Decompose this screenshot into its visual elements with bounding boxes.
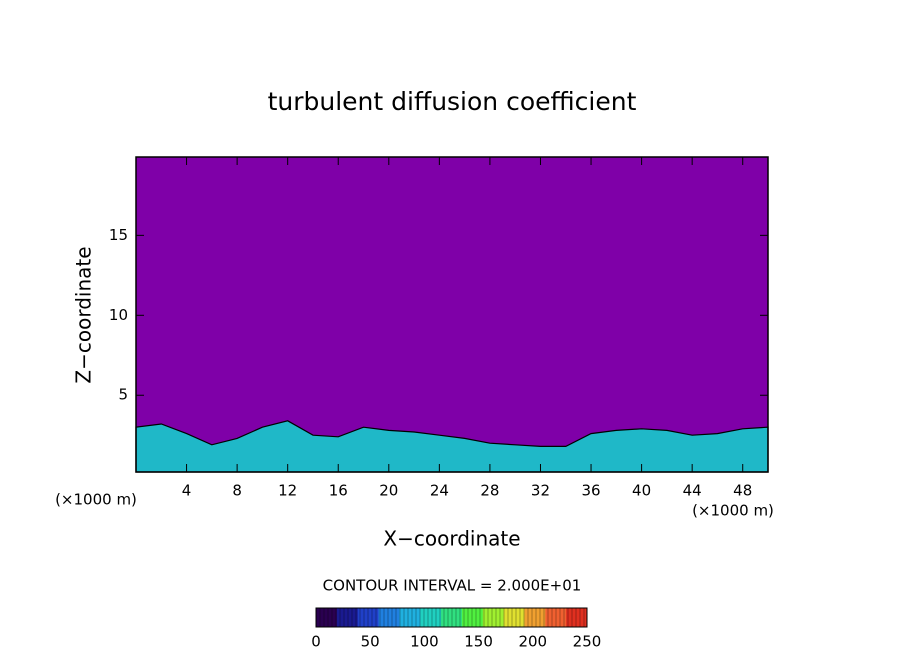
y-tick-label: 15 bbox=[109, 226, 128, 244]
colorbar-frame bbox=[315, 607, 588, 628]
y-axis-label: Z−coordinate bbox=[72, 246, 96, 383]
x-tick-label: 32 bbox=[531, 482, 550, 500]
colorbar-tick-label: 50 bbox=[361, 633, 380, 651]
x-tick-label: 48 bbox=[733, 482, 752, 500]
x-tick-label: 20 bbox=[379, 482, 398, 500]
x-tick-label: 36 bbox=[581, 482, 600, 500]
colorbar-segment bbox=[503, 608, 525, 627]
x-tick-label: 16 bbox=[329, 482, 348, 500]
x-tick-label: 4 bbox=[182, 482, 192, 500]
plot-background bbox=[136, 157, 768, 472]
colorbar-segment bbox=[420, 608, 442, 627]
x-tick-label: 44 bbox=[683, 482, 702, 500]
y-tick-label: 5 bbox=[118, 386, 128, 404]
colorbar-segment bbox=[399, 608, 421, 627]
colorbar-segment bbox=[378, 608, 400, 627]
x-unit-label: (×1000 m) bbox=[692, 502, 774, 520]
colorbar-segment bbox=[461, 608, 484, 627]
colorbar-tick-label: 100 bbox=[410, 633, 439, 651]
x-axis-label: X−coordinate bbox=[383, 527, 520, 551]
colorbar-segment bbox=[316, 608, 338, 627]
turbulent-layer bbox=[135, 420, 769, 473]
x-tick-label: 24 bbox=[430, 482, 449, 500]
x-tick-label: 40 bbox=[632, 482, 651, 500]
colorbar-tick-label: 0 bbox=[311, 633, 321, 651]
plot-frame bbox=[135, 156, 769, 473]
chart-title: turbulent diffusion coefficient bbox=[268, 87, 637, 116]
colorbar-segment bbox=[482, 608, 505, 627]
x-tick-label: 28 bbox=[480, 482, 499, 500]
y-tick-label: 10 bbox=[109, 306, 128, 324]
colorbar-segment bbox=[357, 608, 380, 627]
colorbar-segment bbox=[524, 608, 546, 627]
x-tick-label: 8 bbox=[232, 482, 242, 500]
colorbar-segment bbox=[336, 608, 359, 627]
colorbar-segment bbox=[566, 608, 588, 627]
x-tick-label: 12 bbox=[278, 482, 297, 500]
colorbar-tick-label: 150 bbox=[464, 633, 493, 651]
x-unit-label: (×1000 m) bbox=[55, 491, 137, 509]
contour-interval: CONTOUR INTERVAL = 2.000E+01 bbox=[323, 577, 582, 595]
colorbar-tick-label: 200 bbox=[518, 633, 547, 651]
colorbar-tick-label: 250 bbox=[573, 633, 602, 651]
